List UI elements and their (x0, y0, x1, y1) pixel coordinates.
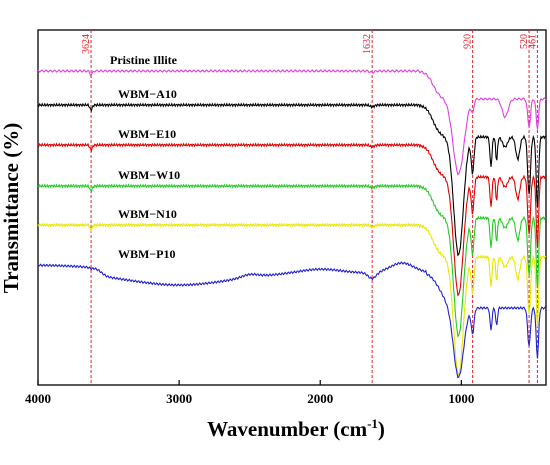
x-axis-ticks: 4000 3000 2000 1000 (25, 380, 474, 406)
series-label: WBM−N10 (118, 207, 177, 221)
reference-label: 920 (463, 34, 474, 49)
series-label: WBM−P10 (118, 247, 176, 261)
series-lines (37, 69, 547, 379)
series-line (37, 222, 547, 377)
series-label: WBM−W10 (118, 168, 180, 182)
plot-frame (37, 29, 547, 386)
x-axis-title: Wavenumber (cm-1) (207, 416, 385, 441)
reference-label: 520 (519, 34, 530, 49)
reference-label: 461 (527, 34, 538, 49)
series-line (37, 183, 547, 338)
x-tick-label: 2000 (307, 391, 333, 406)
series-label: Pristine Illite (110, 53, 178, 67)
reference-label: 3624 (81, 34, 92, 54)
x-tick-label: 3000 (166, 391, 192, 406)
x-tick-label: 1000 (448, 391, 474, 406)
series-line (37, 142, 547, 297)
reference-label: 1632 (362, 34, 373, 54)
series-line (37, 69, 547, 176)
x-tick-label: 4000 (25, 391, 51, 406)
series-label: WBM−E10 (118, 127, 176, 141)
series-line (37, 102, 547, 257)
series-labels: Pristine Illite WBM−A10 WBM−E10 WBM−W10 WBM−… (110, 53, 180, 261)
series-label: WBM−A10 (118, 87, 177, 101)
y-axis-title: Transmittance (%) (0, 123, 23, 294)
series-line (37, 261, 547, 379)
